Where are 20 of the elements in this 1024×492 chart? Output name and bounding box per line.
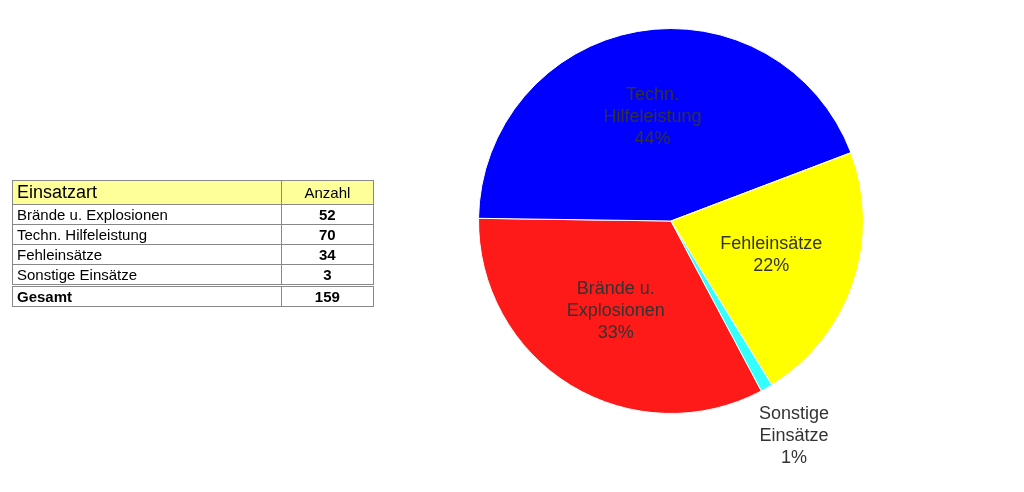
text: 70	[281, 224, 374, 245]
data-label: 33%	[597, 322, 634, 343]
data-label: 22%	[753, 255, 790, 276]
text: Gesamt	[12, 285, 282, 307]
slice-label: Sonstige Einsätze	[758, 402, 830, 445]
slice-label: Techn. Hilfeleistung	[603, 83, 702, 126]
data-label: 44%	[634, 127, 671, 148]
text: 3	[281, 264, 374, 286]
category-label: Brände u. Explosionen	[17, 206, 168, 223]
slice-label: Brände u. Explosionen	[566, 278, 665, 321]
text: 34	[281, 244, 374, 265]
slice-label: Fehleinsätze	[720, 233, 823, 254]
text: 52	[281, 204, 374, 225]
category-label: Sonstige Einsätze	[17, 266, 138, 283]
text: Anzahl	[281, 180, 374, 205]
text: Einsatzart	[12, 180, 282, 205]
data-label: 1%	[780, 446, 808, 467]
text: 159	[314, 288, 340, 305]
category-label: Techn. Hilfeleistung	[17, 226, 148, 243]
category-label: Fehleinsätze	[17, 246, 103, 263]
